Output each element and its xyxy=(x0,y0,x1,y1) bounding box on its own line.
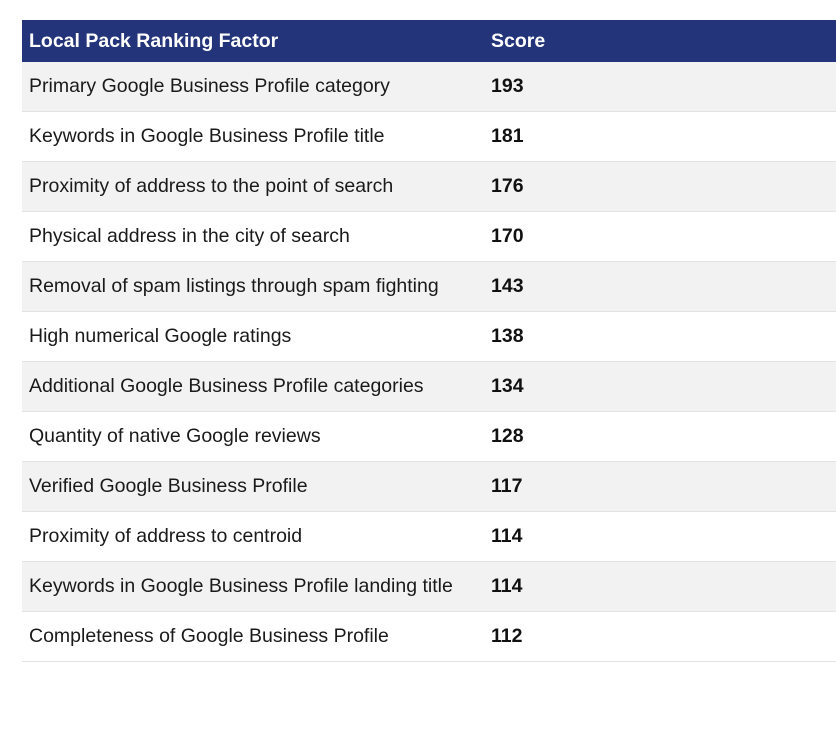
header-factor: Local Pack Ranking Factor xyxy=(29,29,279,52)
table-row: Proximity of address to the point of sea… xyxy=(22,161,836,212)
table-row: Physical address in the city of search 1… xyxy=(22,211,836,262)
factor-cell: Keywords in Google Business Profile land… xyxy=(29,575,453,597)
table-row: Keywords in Google Business Profile titl… xyxy=(22,111,836,162)
factor-cell: Proximity of address to centroid xyxy=(29,525,303,547)
score-cell: 128 xyxy=(491,425,524,447)
score-cell: 176 xyxy=(491,175,524,197)
score-cell: 138 xyxy=(491,325,524,347)
factor-cell: Primary Google Business Profile category xyxy=(29,75,390,97)
header-row: Local Pack Ranking Factor Score xyxy=(22,20,836,62)
table-row: Keywords in Google Business Profile land… xyxy=(22,561,836,612)
table-row: Completeness of Google Business Profile … xyxy=(22,611,836,662)
score-cell: 114 xyxy=(491,575,523,597)
score-cell: 170 xyxy=(491,225,524,247)
factor-cell: Physical address in the city of search xyxy=(29,225,350,247)
table-row: Verified Google Business Profile 117 xyxy=(22,461,836,512)
score-cell: 143 xyxy=(491,275,524,297)
factor-cell: Completeness of Google Business Profile xyxy=(29,625,389,647)
table-row: Primary Google Business Profile category… xyxy=(22,62,836,112)
score-cell: 117 xyxy=(491,475,523,497)
factor-cell: Quantity of native Google reviews xyxy=(29,425,321,447)
factor-cell: Keywords in Google Business Profile titl… xyxy=(29,125,385,147)
score-cell: 193 xyxy=(491,75,524,97)
factor-cell: Removal of spam listings through spam fi… xyxy=(29,275,439,297)
table-body: Primary Google Business Profile category… xyxy=(22,62,836,662)
table-row: Removal of spam listings through spam fi… xyxy=(22,261,836,312)
table-row: Quantity of native Google reviews 128 xyxy=(22,411,836,462)
score-cell: 112 xyxy=(491,625,523,647)
factor-cell: Proximity of address to the point of sea… xyxy=(29,175,394,197)
factor-cell: High numerical Google ratings xyxy=(29,325,292,347)
ranking-factors-table: Local Pack Ranking Factor Score Primary … xyxy=(22,20,836,662)
score-cell: 181 xyxy=(491,125,524,147)
header-score: Score xyxy=(491,29,546,52)
score-cell: 134 xyxy=(491,375,524,397)
score-cell: 114 xyxy=(491,525,523,547)
factor-cell: Verified Google Business Profile xyxy=(29,475,308,497)
table-row: Additional Google Business Profile categ… xyxy=(22,361,836,412)
table-header: Local Pack Ranking Factor Score xyxy=(22,20,836,62)
table-row: Proximity of address to centroid 114 xyxy=(22,511,836,562)
factor-cell: Additional Google Business Profile categ… xyxy=(29,375,424,397)
table-row: High numerical Google ratings 138 xyxy=(22,311,836,362)
